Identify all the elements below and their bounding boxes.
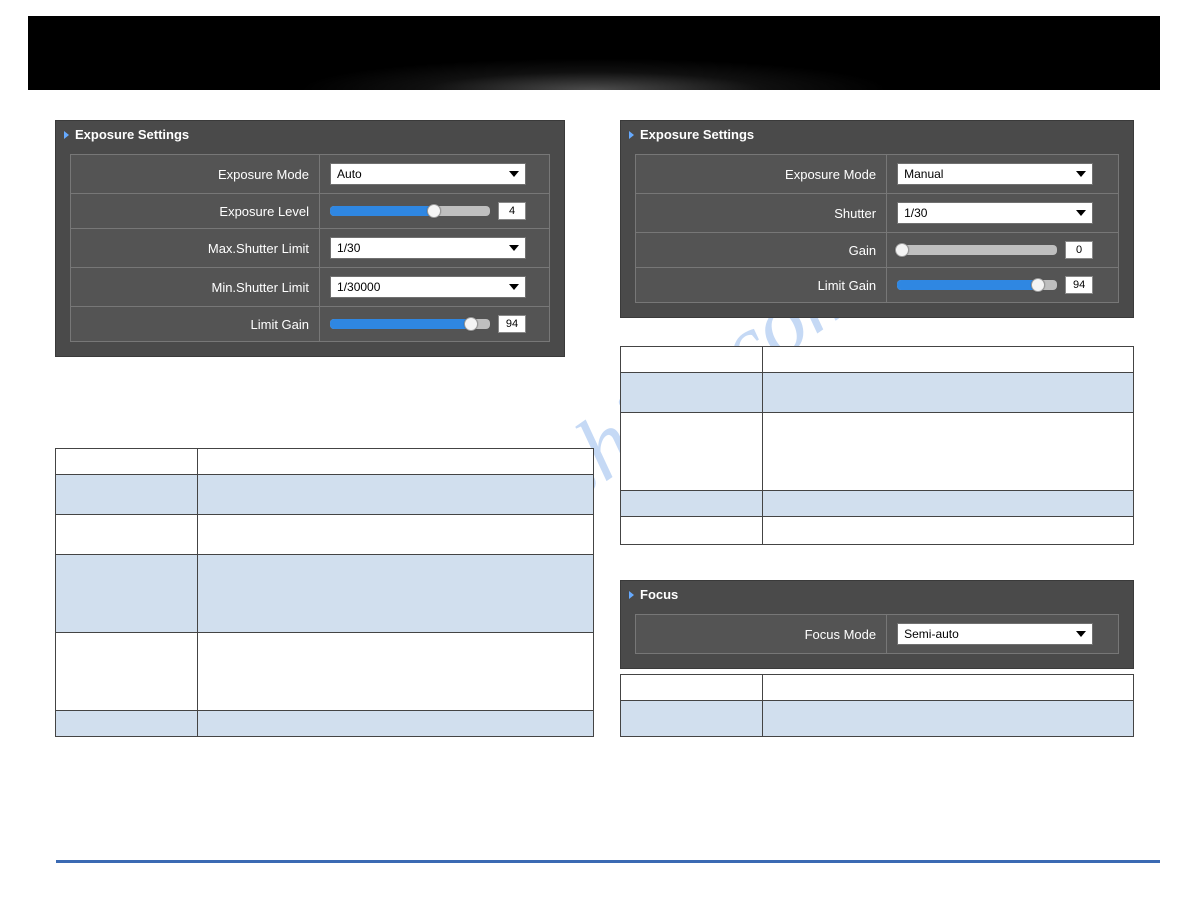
table-cell [763, 413, 1134, 491]
exposure-level-label: Exposure Level [71, 194, 320, 229]
panel-title: Exposure Settings [640, 127, 754, 142]
dropdown-value: 1/30 [904, 206, 927, 220]
table-cell [621, 347, 763, 373]
table-cell [198, 475, 594, 515]
table-cell [621, 517, 763, 545]
table-cell [198, 711, 594, 737]
bottom-divider [56, 860, 1160, 863]
exposure-level-value[interactable]: 4 [498, 202, 526, 220]
chevron-down-icon [509, 171, 519, 177]
table-cell [56, 515, 198, 555]
table-cell [621, 675, 763, 701]
table-cell [621, 413, 763, 491]
table-cell [56, 555, 198, 633]
table-cell [198, 633, 594, 711]
table-cell [763, 701, 1134, 737]
exposure-mode-dropdown[interactable]: Auto [330, 163, 526, 185]
gain-slider[interactable] [897, 245, 1057, 255]
min-shutter-dropdown[interactable]: 1/30000 [330, 276, 526, 298]
exposure-mode-label: Exposure Mode [636, 155, 887, 194]
table-cell [763, 675, 1134, 701]
chevron-down-icon [1076, 631, 1086, 637]
panel-header[interactable]: Focus [621, 581, 1133, 608]
chevron-down-icon [1076, 210, 1086, 216]
table-cell [198, 555, 594, 633]
table-cell [621, 373, 763, 413]
panel-title: Exposure Settings [75, 127, 189, 142]
table-cell [56, 449, 198, 475]
limit-gain-value[interactable]: 94 [1065, 276, 1093, 294]
description-table-right-bottom [620, 674, 1134, 737]
panel-title: Focus [640, 587, 678, 602]
slider-thumb[interactable] [1031, 278, 1045, 292]
shutter-label: Shutter [636, 194, 887, 233]
panel-header[interactable]: Exposure Settings [621, 121, 1133, 148]
limit-gain-slider[interactable] [330, 319, 490, 329]
table-cell [198, 449, 594, 475]
table-cell [198, 515, 594, 555]
max-shutter-label: Max.Shutter Limit [71, 229, 320, 268]
slider-thumb[interactable] [464, 317, 478, 331]
table-cell [763, 347, 1134, 373]
panel-header[interactable]: Exposure Settings [56, 121, 564, 148]
shutter-dropdown[interactable]: 1/30 [897, 202, 1093, 224]
gain-label: Gain [636, 233, 887, 268]
exposure-mode-dropdown[interactable]: Manual [897, 163, 1093, 185]
exposure-settings-panel-auto: Exposure Settings Exposure Mode Auto Exp… [55, 120, 565, 357]
table-cell [763, 491, 1134, 517]
max-shutter-dropdown[interactable]: 1/30 [330, 237, 526, 259]
description-table-right-top [620, 346, 1134, 545]
exposure-settings-panel-manual: Exposure Settings Exposure Mode Manual S… [620, 120, 1134, 318]
dropdown-value: 1/30000 [337, 280, 380, 294]
chevron-down-icon [1076, 171, 1086, 177]
table-cell [56, 633, 198, 711]
focus-mode-dropdown[interactable]: Semi-auto [897, 623, 1093, 645]
table-cell [763, 373, 1134, 413]
limit-gain-label: Limit Gain [636, 268, 887, 303]
dropdown-value: Manual [904, 167, 943, 181]
dropdown-value: Auto [337, 167, 362, 181]
chevron-down-icon [509, 245, 519, 251]
min-shutter-label: Min.Shutter Limit [71, 268, 320, 307]
slider-thumb[interactable] [427, 204, 441, 218]
table-cell [763, 517, 1134, 545]
disclosure-icon [629, 131, 634, 139]
description-table-left [55, 448, 594, 737]
table-cell [621, 491, 763, 517]
dropdown-value: 1/30 [337, 241, 360, 255]
limit-gain-label: Limit Gain [71, 307, 320, 342]
table-cell [56, 475, 198, 515]
disclosure-icon [629, 591, 634, 599]
limit-gain-value[interactable]: 94 [498, 315, 526, 333]
top-banner [28, 16, 1160, 90]
slider-thumb[interactable] [895, 243, 909, 257]
focus-mode-label: Focus Mode [636, 615, 887, 654]
exposure-level-slider[interactable] [330, 206, 490, 216]
table-cell [56, 711, 198, 737]
disclosure-icon [64, 131, 69, 139]
limit-gain-slider[interactable] [897, 280, 1057, 290]
dropdown-value: Semi-auto [904, 627, 959, 641]
focus-panel: Focus Focus Mode Semi-auto [620, 580, 1134, 669]
gain-value[interactable]: 0 [1065, 241, 1093, 259]
chevron-down-icon [509, 284, 519, 290]
table-cell [621, 701, 763, 737]
exposure-mode-label: Exposure Mode [71, 155, 320, 194]
